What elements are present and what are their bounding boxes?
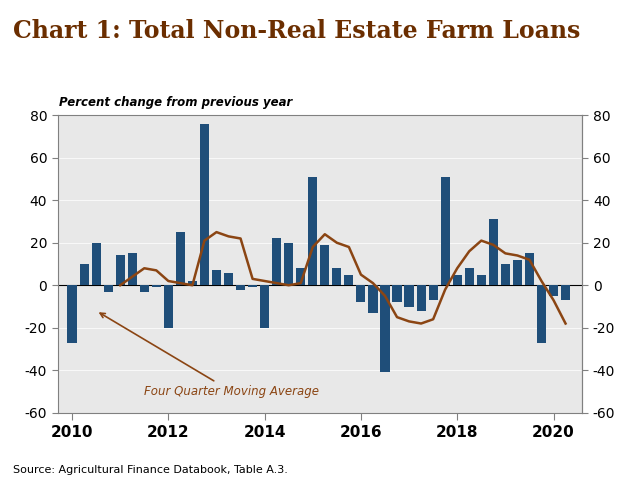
Bar: [176, 232, 185, 285]
Bar: [116, 255, 125, 285]
Bar: [452, 275, 462, 285]
Bar: [392, 285, 402, 302]
Bar: [320, 245, 330, 285]
Bar: [477, 275, 486, 285]
Bar: [152, 285, 161, 288]
Bar: [380, 285, 390, 372]
Bar: [489, 219, 498, 285]
Text: Percent change from previous year: Percent change from previous year: [59, 96, 292, 109]
Bar: [369, 285, 378, 313]
Bar: [188, 281, 197, 285]
Bar: [284, 243, 293, 285]
Text: Four Quarter Moving Average: Four Quarter Moving Average: [100, 313, 319, 398]
Bar: [212, 270, 221, 285]
Bar: [549, 285, 558, 296]
Bar: [260, 285, 269, 328]
Bar: [525, 253, 534, 285]
Bar: [236, 285, 245, 289]
Bar: [344, 275, 353, 285]
Bar: [104, 285, 113, 292]
Bar: [500, 264, 510, 285]
Text: Source: Agricultural Finance Databook, Table A.3.: Source: Agricultural Finance Databook, T…: [13, 465, 287, 475]
Bar: [465, 268, 474, 285]
Bar: [224, 273, 233, 285]
Bar: [537, 285, 546, 343]
Bar: [92, 243, 100, 285]
Bar: [127, 253, 137, 285]
Bar: [164, 285, 173, 328]
Bar: [513, 260, 522, 285]
Bar: [332, 268, 341, 285]
Bar: [417, 285, 426, 311]
Bar: [404, 285, 413, 307]
Bar: [272, 239, 281, 285]
Bar: [67, 285, 77, 343]
Bar: [561, 285, 570, 300]
Bar: [140, 285, 149, 292]
Text: Chart 1: Total Non-Real Estate Farm Loans: Chart 1: Total Non-Real Estate Farm Loan…: [13, 19, 580, 43]
Bar: [356, 285, 365, 302]
Bar: [429, 285, 438, 300]
Bar: [308, 177, 317, 285]
Bar: [200, 124, 209, 285]
Bar: [248, 285, 257, 288]
Bar: [296, 268, 305, 285]
Bar: [440, 177, 450, 285]
Bar: [79, 264, 89, 285]
